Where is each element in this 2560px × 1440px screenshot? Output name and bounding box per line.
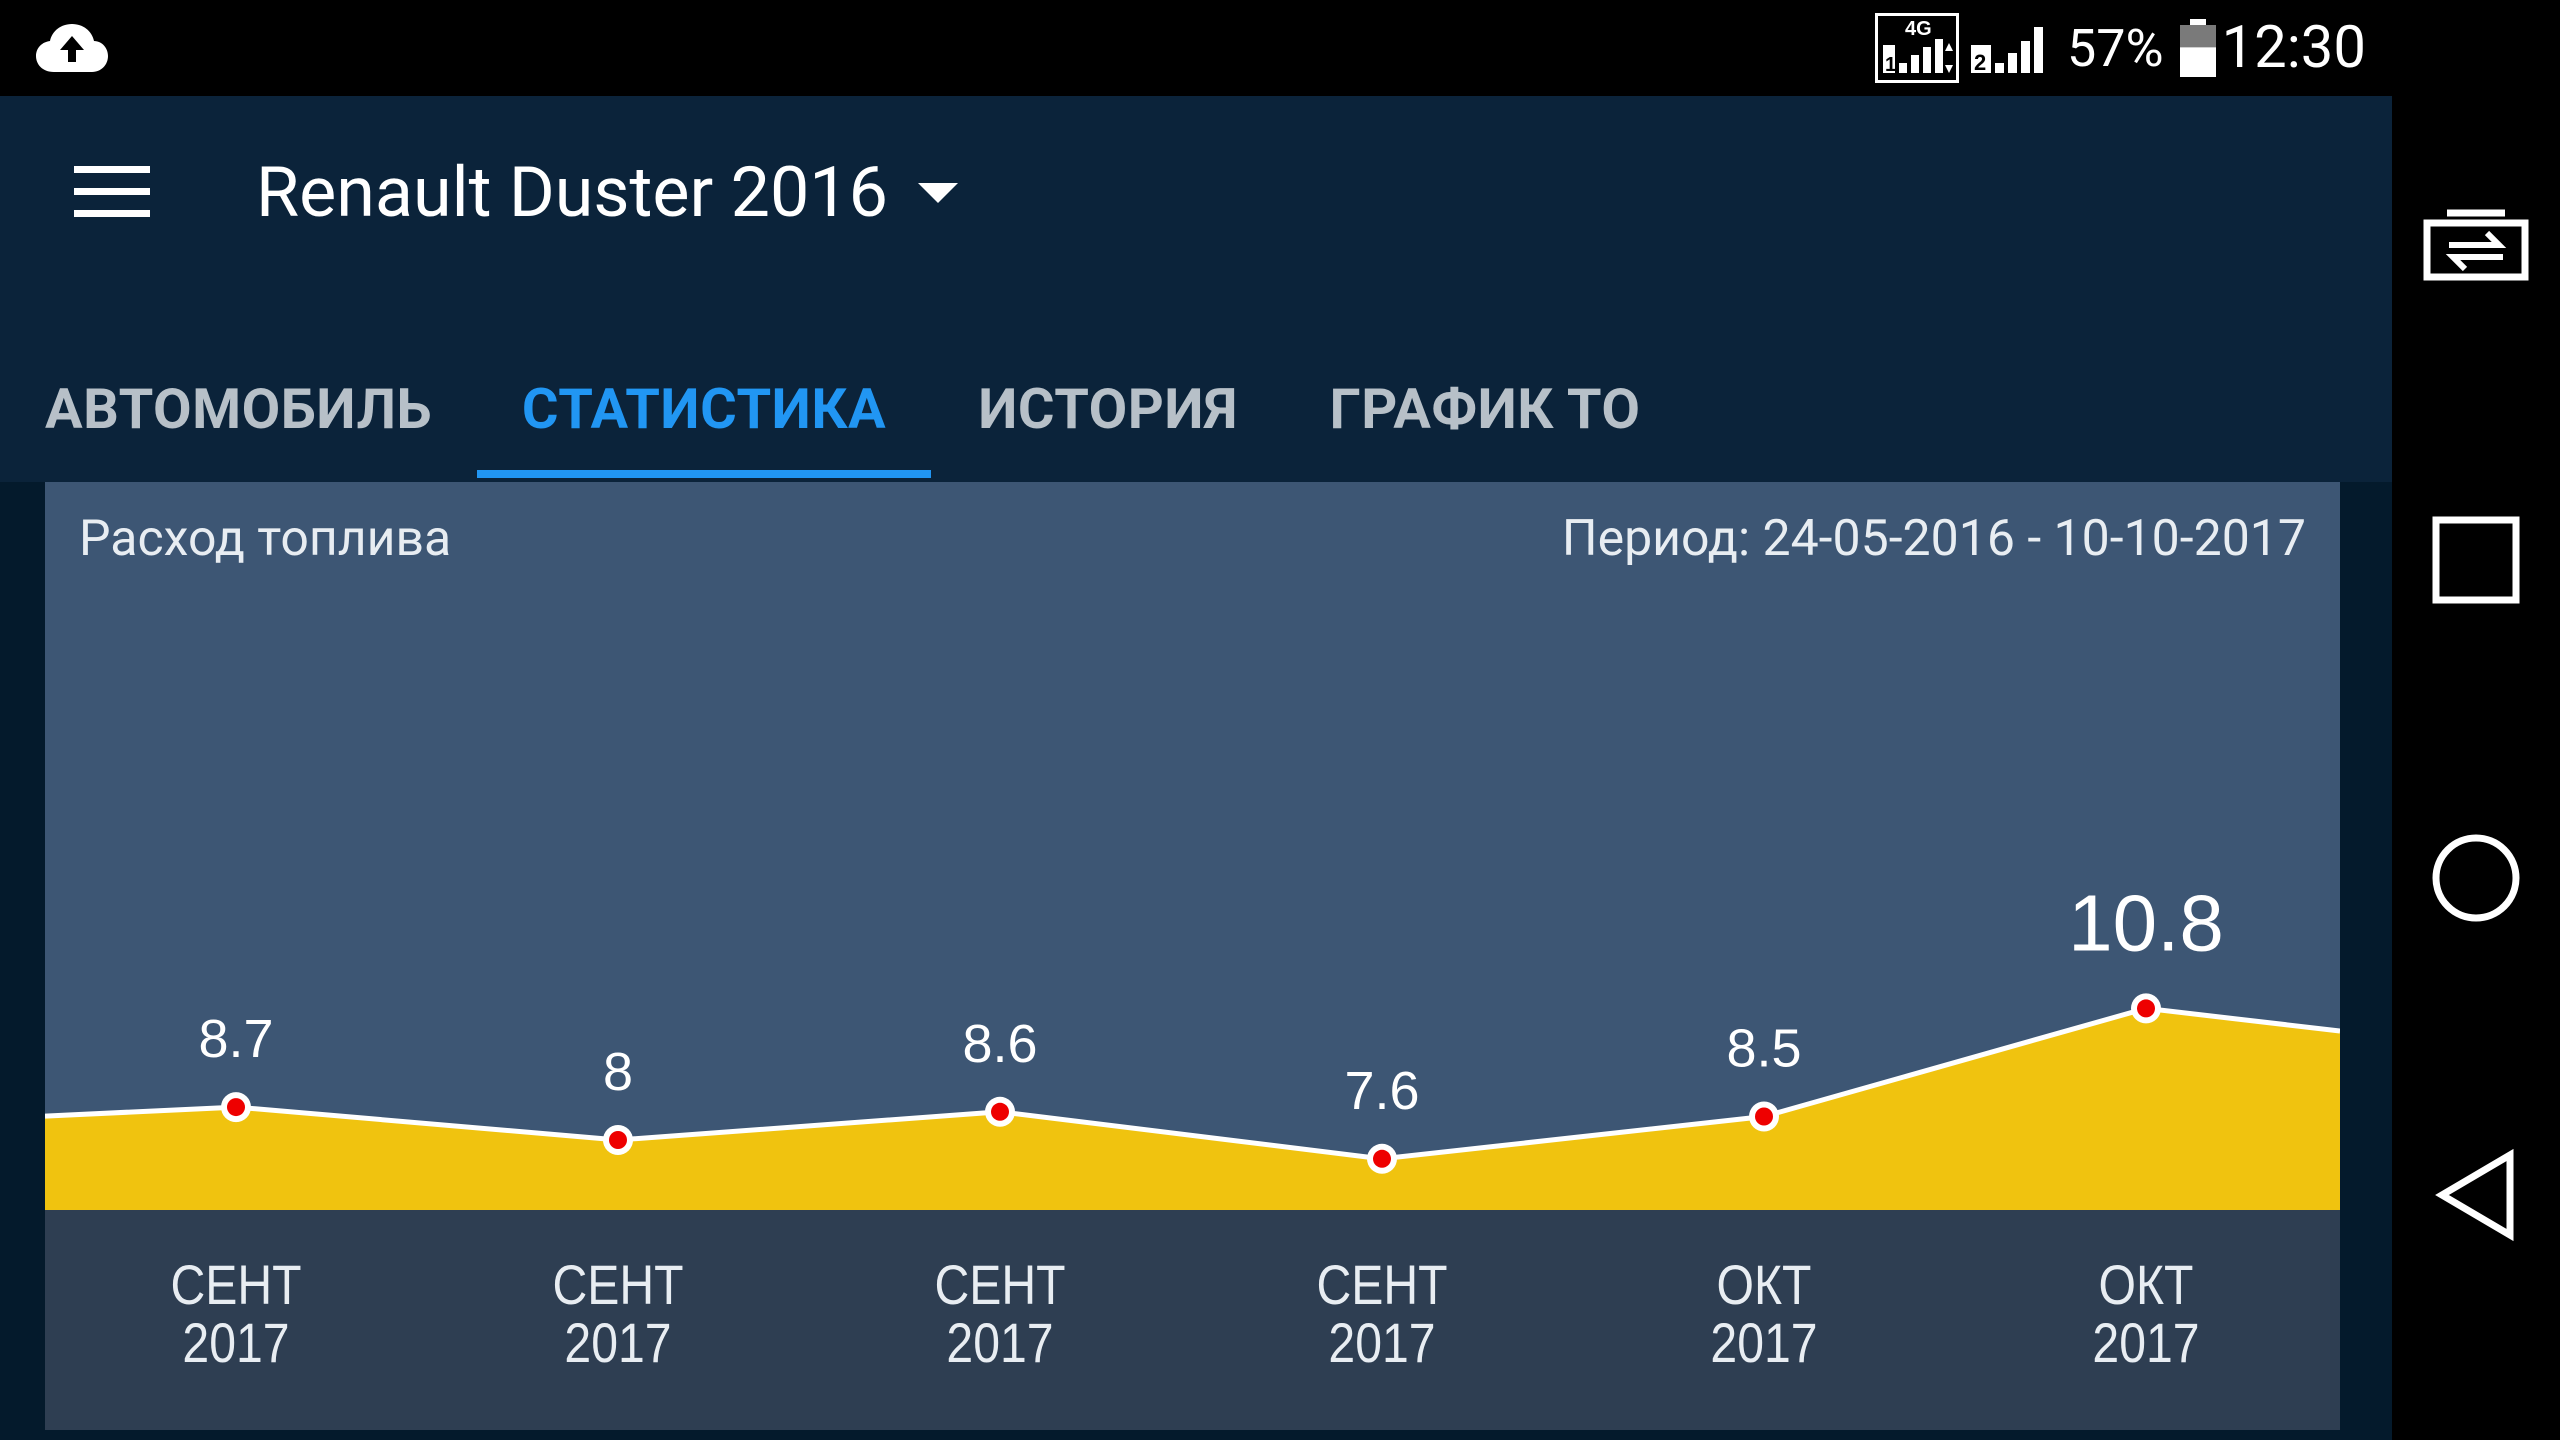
data-label: 7.6 bbox=[1344, 1061, 1419, 1121]
tab-indicator bbox=[477, 470, 931, 478]
hamburger-menu-icon bbox=[74, 166, 150, 217]
data-label: 8.6 bbox=[962, 1014, 1037, 1074]
data-point[interactable] bbox=[991, 1102, 1009, 1121]
x-axis-band bbox=[45, 1210, 2340, 1430]
menu-button[interactable] bbox=[72, 160, 152, 224]
data-point[interactable] bbox=[609, 1131, 627, 1149]
status-bar: 4G 1 2 57% bbox=[0, 0, 2392, 96]
back-button[interactable] bbox=[2392, 1125, 2560, 1265]
tab-bar: АВТОМОБИЛЬ СТАТИСТИКА ИСТОРИЯ ГРАФИК ТО bbox=[0, 336, 2392, 482]
x-tick-month: ОКТ bbox=[2099, 1255, 2194, 1317]
fuel-consumption-chart[interactable]: 8.7СЕНТ20178СЕНТ20178.6СЕНТ20177.6СЕНТ20… bbox=[45, 482, 2340, 1430]
network-type-label: 4G bbox=[1905, 18, 1932, 40]
data-point[interactable] bbox=[1755, 1107, 1773, 1126]
chart-area bbox=[45, 1008, 2340, 1210]
app-bar: Renault Duster 2016 АВТОМОБИЛЬ СТАТИСТИК… bbox=[0, 96, 2392, 482]
car-selector[interactable]: Renault Duster 2016 bbox=[256, 148, 958, 238]
sim2-signal-icon: 2 bbox=[1971, 27, 2044, 75]
fuel-consumption-card: 8.7 СЕНТ 2017 8 СЕНТ 2017 8.6 СЕНТ 2017 7.6 СЕНТ 20… bbox=[45, 482, 2340, 1430]
home-button[interactable] bbox=[2392, 808, 2560, 948]
home-icon bbox=[2432, 834, 2520, 922]
sim1-4g-signal-icon: 4G 1 bbox=[1875, 13, 1960, 83]
content: 8.7 СЕНТ 2017 8 СЕНТ 2017 8.6 СЕНТ 2017 7.6 СЕНТ 20… bbox=[0, 482, 2392, 1440]
x-tick-year: 2017 bbox=[182, 1313, 289, 1375]
data-point[interactable] bbox=[1373, 1149, 1391, 1168]
x-tick-month: СЕНТ bbox=[552, 1255, 683, 1317]
tab-maintenance-schedule[interactable]: ГРАФИК ТО bbox=[1329, 376, 1641, 442]
recents-icon bbox=[2432, 516, 2520, 604]
x-tick-year: 2017 bbox=[2092, 1313, 2199, 1375]
x-tick-month: СЕНТ bbox=[1316, 1255, 1447, 1317]
chart-line bbox=[45, 1005, 2340, 1162]
data-point[interactable] bbox=[227, 1098, 245, 1117]
battery-icon bbox=[2179, 19, 2216, 77]
x-tick-year: 2017 bbox=[946, 1313, 1053, 1375]
car-title: Renault Duster 2016 bbox=[256, 152, 888, 234]
battery-percent: 57% bbox=[2067, 17, 2164, 79]
switch-sim-button[interactable] bbox=[2392, 175, 2560, 315]
data-label: 8.7 bbox=[198, 1009, 273, 1069]
recents-button[interactable] bbox=[2392, 490, 2560, 630]
x-tick-year: 2017 bbox=[564, 1313, 671, 1375]
tab-statistics[interactable]: СТАТИСТИКА bbox=[521, 376, 887, 442]
tab-car[interactable]: АВТОМОБИЛЬ bbox=[44, 376, 433, 442]
data-label: 8.5 bbox=[1726, 1019, 1801, 1079]
card-title: Расход топлива bbox=[79, 510, 452, 568]
sim1-label: 1 bbox=[1885, 54, 1896, 76]
x-tick-month: СЕНТ bbox=[170, 1255, 301, 1317]
data-label: 10.8 bbox=[2068, 878, 2224, 967]
clock: 12:30 bbox=[2221, 14, 2366, 82]
switch-sim-icon bbox=[2423, 209, 2529, 281]
status-indicators: 4G 1 2 57% bbox=[1875, 0, 2366, 96]
dropdown-arrow-icon bbox=[917, 183, 958, 203]
data-label: 8 bbox=[603, 1042, 633, 1102]
x-tick-month: СЕНТ bbox=[934, 1255, 1065, 1317]
back-icon bbox=[2435, 1148, 2514, 1242]
x-tick-year: 2017 bbox=[1328, 1313, 1435, 1375]
navigation-bar bbox=[2392, 0, 2560, 1440]
x-tick-month: ОКТ bbox=[1717, 1255, 1812, 1317]
tab-history[interactable]: ИСТОРИЯ bbox=[978, 376, 1238, 442]
sim2-label: 2 bbox=[1974, 50, 1986, 75]
x-tick-year: 2017 bbox=[1710, 1313, 1817, 1375]
cloud-upload-icon bbox=[36, 24, 108, 72]
period-label[interactable]: Период: 24-05-2016 - 10-10-2017 bbox=[1561, 510, 2306, 568]
data-point[interactable] bbox=[2137, 999, 2155, 1018]
